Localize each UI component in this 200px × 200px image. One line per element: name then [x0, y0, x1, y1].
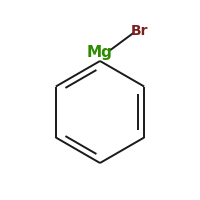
Text: Mg: Mg	[87, 46, 113, 60]
Text: Br: Br	[130, 24, 148, 38]
